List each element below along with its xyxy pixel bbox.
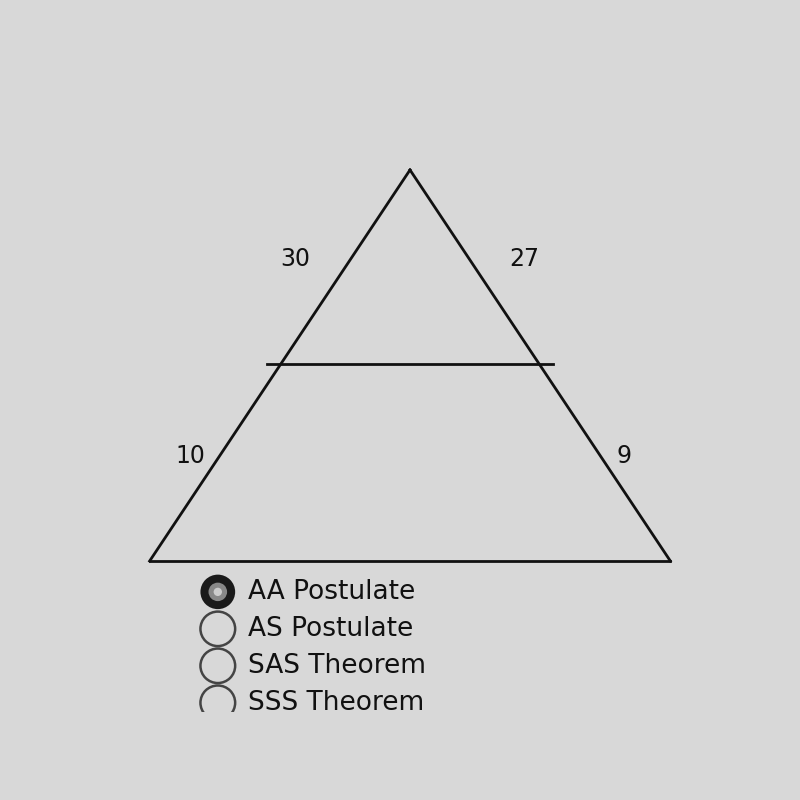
Text: AS Postulate: AS Postulate — [247, 616, 413, 642]
Text: 30: 30 — [280, 247, 310, 271]
Circle shape — [201, 574, 235, 609]
Text: SAS Theorem: SAS Theorem — [247, 653, 426, 678]
Text: 10: 10 — [175, 444, 205, 468]
Text: 27: 27 — [510, 247, 540, 271]
Text: SSS Theorem: SSS Theorem — [247, 690, 424, 716]
Text: 9: 9 — [616, 444, 631, 468]
Text: AA Postulate: AA Postulate — [247, 579, 415, 605]
Circle shape — [214, 588, 222, 596]
Circle shape — [209, 582, 227, 601]
